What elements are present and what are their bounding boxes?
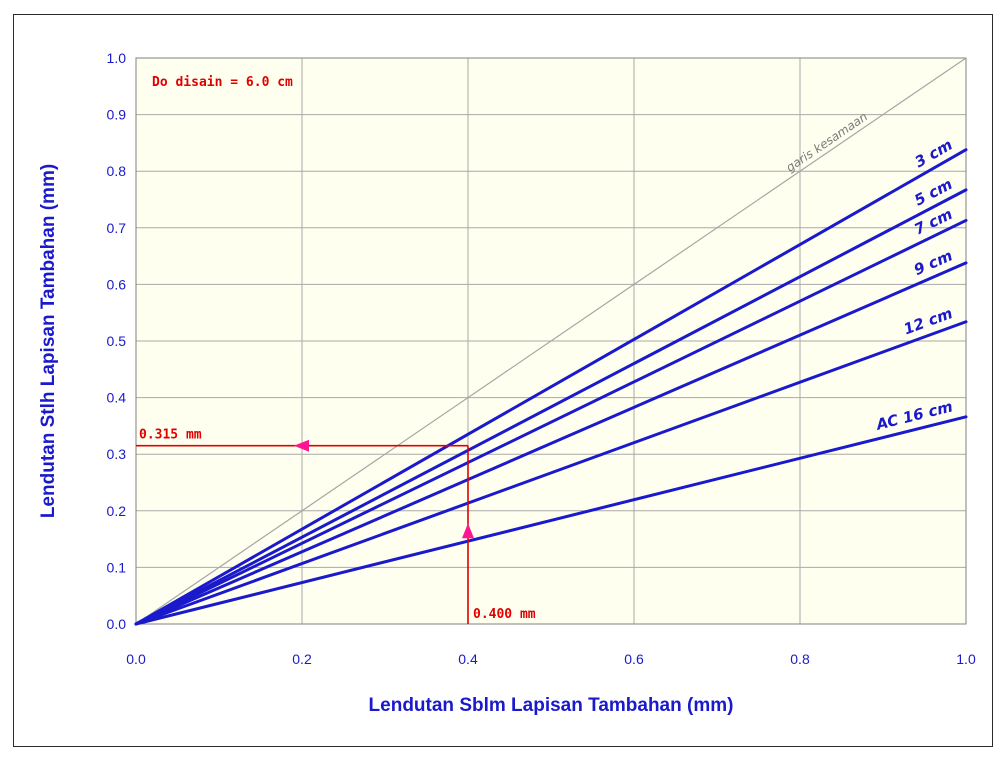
x-tick-label: 0.8 (790, 651, 810, 667)
series-line (134, 188, 968, 626)
y-tick-label: 0.5 (107, 333, 127, 349)
up-arrow (462, 523, 474, 539)
input-value-label: 0.400 mm (473, 607, 536, 622)
y-tick-label: 0.6 (107, 276, 127, 292)
y-tick-label: 0.8 (107, 163, 127, 179)
y-tick-label: 0.4 (107, 390, 127, 406)
design-note-label: Do disain = 6.0 cm (152, 75, 293, 90)
left-arrow (294, 439, 309, 452)
x-tick-label: 1.0 (956, 651, 976, 667)
x-tick-labels: 0.0 0.2 0.4 0.6 0.8 1.0 (126, 651, 976, 667)
series-line (134, 218, 968, 626)
x-tick-label: 0.4 (458, 651, 478, 667)
chart-frame: garis kesamaan 3 cm 5 cm 7 cm 9 cm 12 cm AC 1… (13, 14, 993, 747)
series-line (134, 148, 968, 626)
y-tick-label: 0.2 (107, 503, 127, 519)
y-tick-label: 1.0 (107, 50, 127, 66)
annotation-group: 0.400 mm 0.315 mm (136, 428, 536, 624)
series-line (134, 415, 968, 626)
output-value-label: 0.315 mm (139, 428, 202, 443)
y-tick-label: 0.7 (107, 220, 127, 236)
series-line (134, 261, 968, 626)
plot-border (135, 57, 967, 625)
x-tick-label: 0.0 (126, 651, 146, 667)
y-tick-label: 0.3 (107, 446, 127, 462)
x-tick-label: 0.2 (292, 651, 312, 667)
x-axis-title: Lendutan Sblm Lapisan Tambahan (mm) (369, 695, 734, 716)
y-tick-label: 0.0 (107, 616, 127, 632)
x-tick-label: 0.6 (624, 651, 644, 667)
equality-line (135, 57, 967, 625)
series-line (134, 320, 968, 626)
y-axis-title: Lendutan Stlh Lapisan Tambahan (mm) (38, 164, 59, 518)
y-tick-label: 0.9 (107, 107, 127, 123)
plot-border-rect (135, 57, 967, 625)
y-tick-labels: 0.0 0.1 0.2 0.3 0.4 0.5 0.6 0.7 0.8 0.9 1.0 (107, 50, 127, 632)
y-tick-label: 0.1 (107, 559, 127, 575)
